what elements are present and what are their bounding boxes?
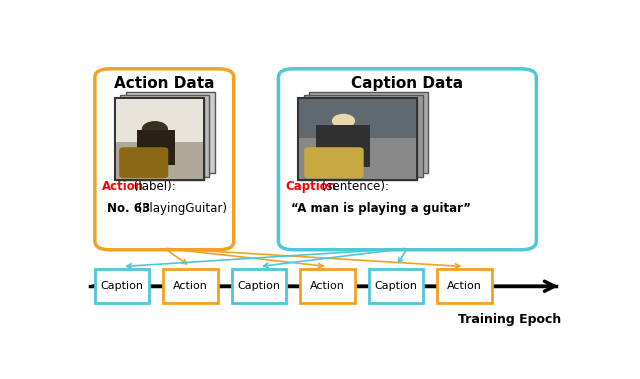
FancyBboxPatch shape bbox=[137, 130, 175, 165]
Text: Caption: Caption bbox=[374, 281, 417, 291]
Text: No. 63: No. 63 bbox=[108, 202, 150, 215]
FancyBboxPatch shape bbox=[120, 95, 209, 177]
FancyBboxPatch shape bbox=[300, 99, 416, 139]
Text: (sentence):: (sentence): bbox=[318, 180, 389, 193]
FancyBboxPatch shape bbox=[232, 269, 286, 303]
Text: (label):: (label): bbox=[129, 180, 175, 193]
FancyBboxPatch shape bbox=[298, 98, 417, 180]
FancyBboxPatch shape bbox=[300, 269, 355, 303]
Text: “A man is playing a guitar”: “A man is playing a guitar” bbox=[291, 202, 471, 215]
FancyBboxPatch shape bbox=[116, 99, 203, 143]
Text: Action: Action bbox=[310, 281, 345, 291]
Text: (PlayingGuitar): (PlayingGuitar) bbox=[134, 202, 227, 215]
FancyBboxPatch shape bbox=[316, 125, 370, 168]
Circle shape bbox=[143, 122, 167, 136]
FancyBboxPatch shape bbox=[116, 143, 203, 179]
FancyBboxPatch shape bbox=[369, 269, 423, 303]
FancyBboxPatch shape bbox=[304, 95, 423, 177]
FancyBboxPatch shape bbox=[300, 138, 416, 179]
FancyBboxPatch shape bbox=[278, 69, 536, 250]
FancyBboxPatch shape bbox=[298, 98, 417, 180]
Text: Caption Data: Caption Data bbox=[351, 76, 463, 91]
Text: Action: Action bbox=[447, 281, 482, 291]
Text: Caption: Caption bbox=[286, 180, 337, 193]
Text: Action: Action bbox=[102, 180, 145, 193]
Text: Action: Action bbox=[173, 281, 208, 291]
FancyBboxPatch shape bbox=[95, 69, 234, 250]
FancyBboxPatch shape bbox=[437, 269, 492, 303]
FancyBboxPatch shape bbox=[163, 269, 218, 303]
FancyBboxPatch shape bbox=[115, 98, 204, 180]
FancyBboxPatch shape bbox=[95, 269, 150, 303]
Circle shape bbox=[333, 114, 355, 127]
FancyBboxPatch shape bbox=[119, 147, 168, 178]
Text: Training Epoch: Training Epoch bbox=[458, 313, 561, 326]
Text: Action Data: Action Data bbox=[114, 76, 214, 91]
FancyBboxPatch shape bbox=[304, 147, 364, 178]
Text: Caption: Caption bbox=[237, 281, 280, 291]
FancyBboxPatch shape bbox=[115, 98, 204, 180]
FancyBboxPatch shape bbox=[125, 92, 215, 173]
FancyBboxPatch shape bbox=[309, 92, 428, 173]
Text: Caption: Caption bbox=[100, 281, 143, 291]
